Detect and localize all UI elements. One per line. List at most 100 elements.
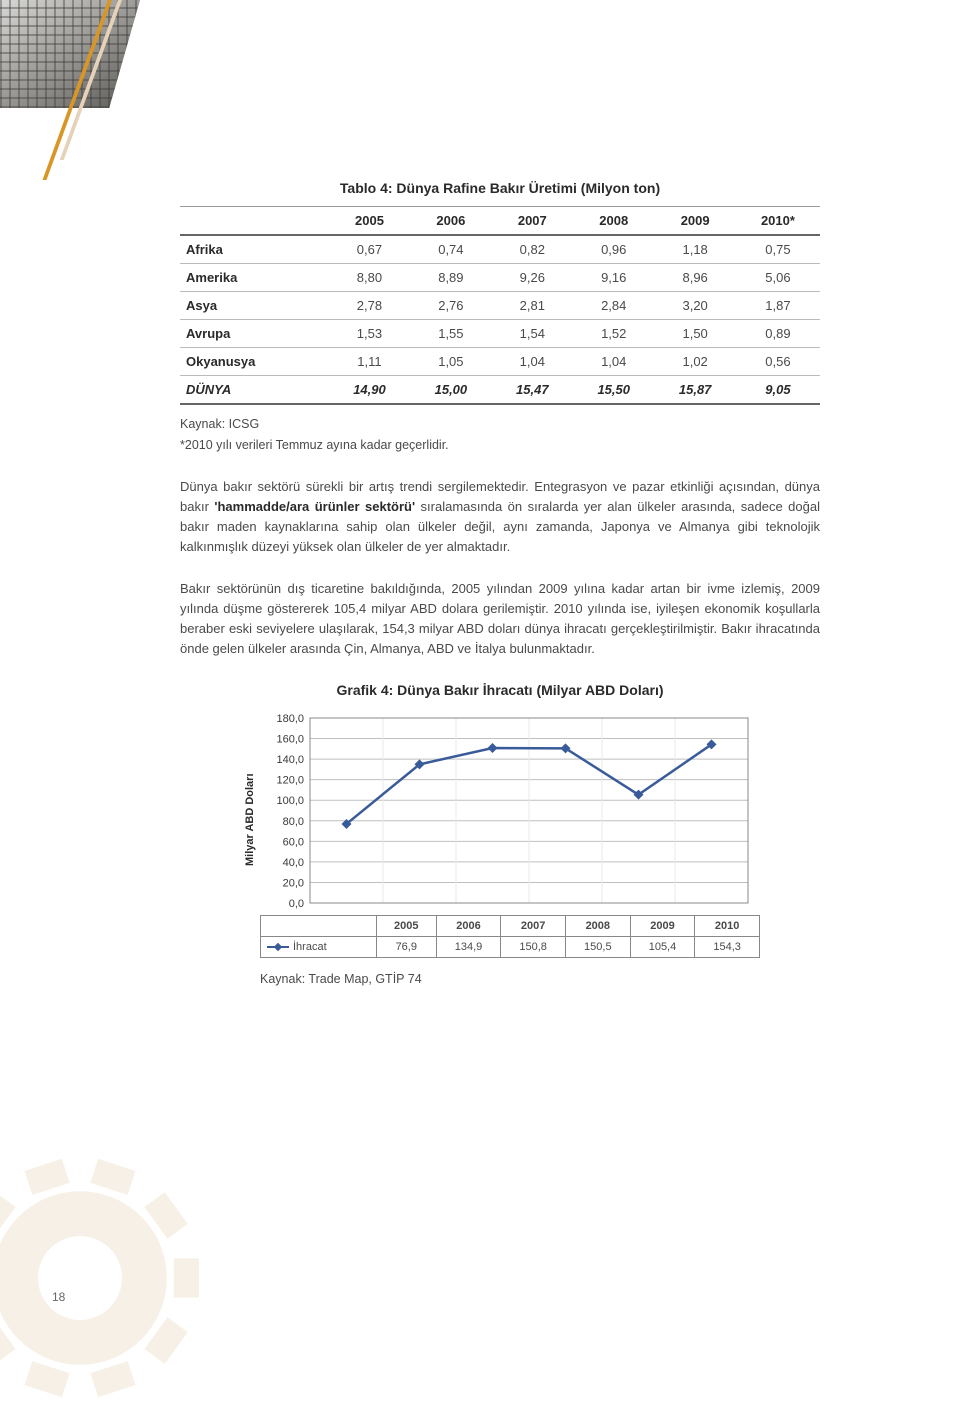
svg-text:40,0: 40,0	[283, 857, 304, 869]
col-2009: 2009	[654, 207, 735, 236]
table-cell: 1,50	[654, 320, 735, 348]
table-cell: Okyanusya	[180, 348, 329, 376]
chart-title: Grafik 4: Dünya Bakır İhracatı (Milyar A…	[180, 682, 820, 698]
table-cell: 0,89	[736, 320, 820, 348]
table-cell: Avrupa	[180, 320, 329, 348]
table-cell: 5,06	[736, 264, 820, 292]
table-cell: 1,53	[329, 320, 410, 348]
table-cell: 14,90	[329, 376, 410, 405]
table-cell: 9,26	[492, 264, 573, 292]
table-cell: 9,16	[573, 264, 654, 292]
table-total-row: DÜNYA14,9015,0015,4715,5015,879,05	[180, 376, 820, 405]
table-row: Avrupa1,531,551,541,521,500,89	[180, 320, 820, 348]
val-2005: 76,9	[376, 936, 436, 957]
table-cell: 1,54	[492, 320, 573, 348]
table-cell: Amerika	[180, 264, 329, 292]
table-cell: 0,56	[736, 348, 820, 376]
table-cell: Asya	[180, 292, 329, 320]
val-2010: 154,3	[695, 936, 760, 957]
chart-source: Kaynak: Trade Map, GTİP 74	[260, 972, 820, 986]
table-cell: 0,75	[736, 235, 820, 264]
table-source-2: *2010 yılı verileri Temmuz ayına kadar g…	[180, 436, 820, 455]
table-cell: 2,78	[329, 292, 410, 320]
table-cell: 0,82	[492, 235, 573, 264]
table-row: Afrika0,670,740,820,961,180,75	[180, 235, 820, 264]
legend-marker-icon	[267, 946, 289, 948]
svg-text:180,0: 180,0	[276, 713, 304, 725]
col-2005: 2005	[329, 207, 410, 236]
svg-text:20,0: 20,0	[283, 877, 304, 889]
table-cell: 2,81	[492, 292, 573, 320]
table-cell: Afrika	[180, 235, 329, 264]
table-title: Tablo 4: Dünya Rafine Bakır Üretimi (Mil…	[180, 180, 820, 196]
table-cell: DÜNYA	[180, 376, 329, 405]
page-content: Tablo 4: Dünya Rafine Bakır Üretimi (Mil…	[180, 180, 820, 986]
cat-2006: 2006	[436, 915, 501, 936]
table-cell: 8,89	[410, 264, 491, 292]
cat-2010: 2010	[695, 915, 760, 936]
col-2007: 2007	[492, 207, 573, 236]
paragraph-1: Dünya bakır sektörü sürekli bir artış tr…	[180, 477, 820, 558]
table-cell: 15,50	[573, 376, 654, 405]
line-chart: 0,0 20,0 40,0 60,0 80,0 100,0 120,0 140,0 160,0 1…	[260, 710, 760, 915]
table-row: Okyanusya1,111,051,041,041,020,56	[180, 348, 820, 376]
chart-data-table: 2005 2006 2007 2008 2009 2010 İhracat 76…	[260, 915, 760, 958]
table-cell: 8,96	[654, 264, 735, 292]
table-cell: 2,76	[410, 292, 491, 320]
table-header-row: 2005 2006 2007 2008 2009 2010*	[180, 207, 820, 236]
cat-2009: 2009	[630, 915, 695, 936]
col-empty	[180, 207, 329, 236]
table-row: Amerika8,808,899,269,168,965,06	[180, 264, 820, 292]
table-cell: 3,20	[654, 292, 735, 320]
table-cell: 8,80	[329, 264, 410, 292]
chart-table-header: 2005 2006 2007 2008 2009 2010	[261, 915, 760, 936]
series-name: İhracat	[293, 941, 327, 953]
table-cell: 15,87	[654, 376, 735, 405]
header-diagonal-accent	[108, 0, 228, 210]
gear-watermark-icon	[0, 1138, 220, 1418]
paragraph-2: Bakır sektörünün dış ticaretine bakıldığ…	[180, 579, 820, 660]
val-2008: 150,5	[565, 936, 630, 957]
svg-text:100,0: 100,0	[276, 795, 304, 807]
col-2010: 2010*	[736, 207, 820, 236]
table-cell: 0,67	[329, 235, 410, 264]
table-cell: 0,74	[410, 235, 491, 264]
table-cell: 0,96	[573, 235, 654, 264]
cat-2008: 2008	[565, 915, 630, 936]
col-2006: 2006	[410, 207, 491, 236]
table-cell: 1,18	[654, 235, 735, 264]
svg-text:140,0: 140,0	[276, 754, 304, 766]
page-number: 18	[52, 1290, 65, 1304]
cat-2007: 2007	[501, 915, 566, 936]
table-cell: 1,04	[492, 348, 573, 376]
table-cell: 1,04	[573, 348, 654, 376]
val-2006: 134,9	[436, 936, 501, 957]
chart-container: Milyar ABD Doları 0,020,040,060,080,0100…	[260, 710, 760, 958]
table-cell: 15,00	[410, 376, 491, 405]
svg-text:80,0: 80,0	[283, 815, 304, 827]
table-cell: 1,52	[573, 320, 654, 348]
svg-text:120,0: 120,0	[276, 774, 304, 786]
val-2009: 105,4	[630, 936, 695, 957]
table-cell: 1,05	[410, 348, 491, 376]
para1-bold: 'hammadde/ara ürünler sektörü'	[214, 499, 415, 514]
table-source-1: Kaynak: ICSG	[180, 415, 820, 434]
table-cell: 2,84	[573, 292, 654, 320]
table-cell: 1,87	[736, 292, 820, 320]
chart-table-row: İhracat 76,9 134,9 150,8 150,5 105,4 154…	[261, 936, 760, 957]
cat-2005: 2005	[376, 915, 436, 936]
val-2007: 150,8	[501, 936, 566, 957]
data-table: 2005 2006 2007 2008 2009 2010* Afrika0,6…	[180, 206, 820, 405]
table-cell: 1,02	[654, 348, 735, 376]
svg-text:0,0: 0,0	[289, 898, 304, 910]
table-row: Asya2,782,762,812,843,201,87	[180, 292, 820, 320]
table-cell: 15,47	[492, 376, 573, 405]
table-cell: 1,55	[410, 320, 491, 348]
svg-text:160,0: 160,0	[276, 733, 304, 745]
series-legend: İhracat	[261, 936, 377, 957]
table-cell: 9,05	[736, 376, 820, 405]
chart-ylabel: Milyar ABD Doları	[244, 746, 256, 866]
table-cell: 1,11	[329, 348, 410, 376]
svg-text:60,0: 60,0	[283, 836, 304, 848]
col-2008: 2008	[573, 207, 654, 236]
